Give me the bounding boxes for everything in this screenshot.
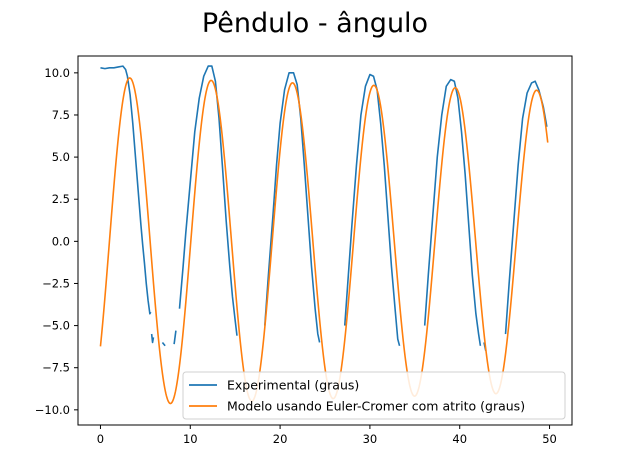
axes: 0 10 20 30 40 50 10.0 7.5 5.0 2.5 0.0 −2.5 −5.0 −7.5 −… <box>35 66 557 446</box>
axes-frame <box>77 55 573 426</box>
x-tick-label: 0 <box>97 432 104 446</box>
y-tick-label: 0.0 <box>52 234 70 248</box>
y-tick-label: −7.5 <box>42 361 70 375</box>
chart-title: Pêndulo - ângulo <box>202 8 428 39</box>
x-tick-label: 10 <box>183 432 198 446</box>
experimental-series-line <box>264 72 321 343</box>
experimental-series-line <box>173 330 177 345</box>
legend: Experimental (graus) Modelo usando Euler-… <box>182 371 566 420</box>
y-tick-label: −2.5 <box>42 276 70 290</box>
model-series-line <box>99 77 549 405</box>
x-tick-label: 30 <box>363 432 378 446</box>
experimental-series-line <box>423 78 482 346</box>
experimental-series-line <box>161 341 166 347</box>
plot-area <box>99 65 549 405</box>
y-tick-label: −10.0 <box>35 403 70 417</box>
experimental-series-line <box>150 333 155 344</box>
legend-box <box>182 371 566 420</box>
y-tick-label: 10.0 <box>44 66 70 80</box>
legend-label: Experimental (graus) <box>227 378 359 393</box>
y-tick-label: 5.0 <box>52 150 70 164</box>
x-tick-label: 40 <box>452 432 467 446</box>
experimental-series-line <box>100 65 152 315</box>
experimental-series-line <box>178 65 238 336</box>
experimental-series-line <box>343 73 401 347</box>
y-tick-label: −5.0 <box>42 319 70 333</box>
y-tick-label: 7.5 <box>52 108 70 122</box>
x-tick-label: 50 <box>542 432 557 446</box>
y-tick-label: 2.5 <box>52 192 70 206</box>
legend-label: Modelo usando Euler-Cromer com atrito (g… <box>227 399 525 414</box>
x-tick-label: 20 <box>273 432 288 446</box>
